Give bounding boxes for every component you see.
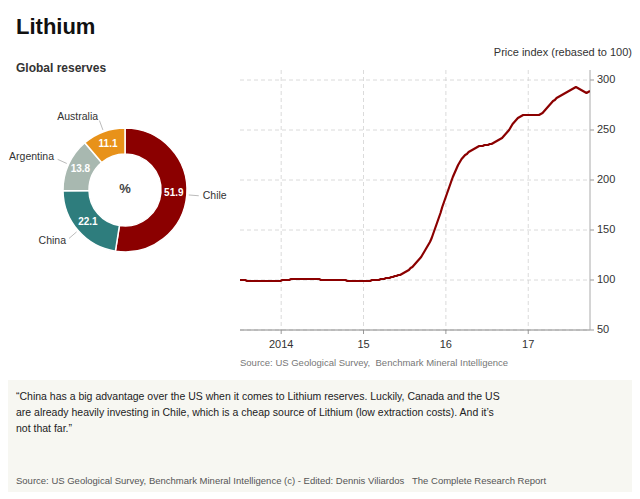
grid-line <box>240 180 590 181</box>
pie-title: Global reserves <box>16 61 106 75</box>
credit-line: Source: US Geological Survey, Benchmark … <box>16 475 546 486</box>
leader-line <box>189 194 199 196</box>
y-tick <box>590 80 594 81</box>
pie-slice <box>85 128 125 163</box>
y-tick-label: 50 <box>597 323 609 335</box>
y-axis-line <box>590 70 591 330</box>
x-tick <box>363 330 364 334</box>
pie-slice <box>63 190 119 251</box>
slice-category-label: Argentina <box>9 150 54 162</box>
grid-line <box>240 130 590 131</box>
pie-center-label: % <box>119 181 131 196</box>
slice-category-label: Australia <box>57 110 98 122</box>
leader-line <box>58 159 67 163</box>
pie-chart: Global reserves 51.9 Chile 22.1 China 13.8 Arg… <box>9 61 227 252</box>
grid-line <box>528 70 529 330</box>
grid-line <box>240 230 590 231</box>
leader-line <box>99 121 102 130</box>
slice-value-label: 13.8 <box>71 163 91 174</box>
quote-panel <box>8 380 632 492</box>
y-tick-label: 250 <box>597 123 615 135</box>
x-tick-label: 17 <box>522 338 534 350</box>
quote-line: are already heavily investing in Chile, … <box>16 406 494 418</box>
x-tick-label: 15 <box>357 338 369 350</box>
x-axis-line <box>240 330 590 331</box>
y-tick <box>590 180 594 181</box>
price-line <box>240 87 590 281</box>
y-tick-label: 100 <box>597 273 615 285</box>
y-tick <box>590 130 594 131</box>
chart-title: Lithium <box>16 14 95 39</box>
plot-area <box>240 87 590 281</box>
x-tick-label: 2014 <box>269 338 293 350</box>
y-axis-label: Price index (rebased to 100) <box>494 46 632 58</box>
y-tick-label: 150 <box>597 223 615 235</box>
slice-category-label: China <box>39 234 67 246</box>
x-tick-label: 16 <box>440 338 452 350</box>
slice-value-label: 22.1 <box>78 216 98 227</box>
source-note: Source: US Geological Survey, Benchmark … <box>240 357 508 368</box>
x-tick <box>528 330 529 334</box>
grid-line <box>363 70 364 330</box>
chart-root: Lithium Price index (rebased to 100) 50 100… <box>0 0 640 499</box>
y-tick <box>590 330 594 331</box>
grid-line <box>240 330 590 331</box>
quote-line: not that far.” <box>16 422 73 434</box>
y-tick <box>590 230 594 231</box>
line-chart: Lithium Price index (rebased to 100) 50 100… <box>8 14 632 492</box>
y-tick <box>590 280 594 281</box>
leader-line <box>69 232 77 239</box>
grid-line <box>240 80 590 81</box>
grid-line <box>281 70 282 330</box>
slice-value-label: 51.9 <box>164 187 184 198</box>
slice-value-label: 11.1 <box>99 138 118 149</box>
quote-line: “China has a big advantage over the US w… <box>16 390 500 402</box>
y-tick-label: 300 <box>597 73 615 85</box>
x-tick <box>445 330 446 334</box>
pie-slice <box>115 128 187 252</box>
slice-category-label: Chile <box>203 189 227 201</box>
x-tick <box>281 330 282 334</box>
y-tick-label: 200 <box>597 173 615 185</box>
